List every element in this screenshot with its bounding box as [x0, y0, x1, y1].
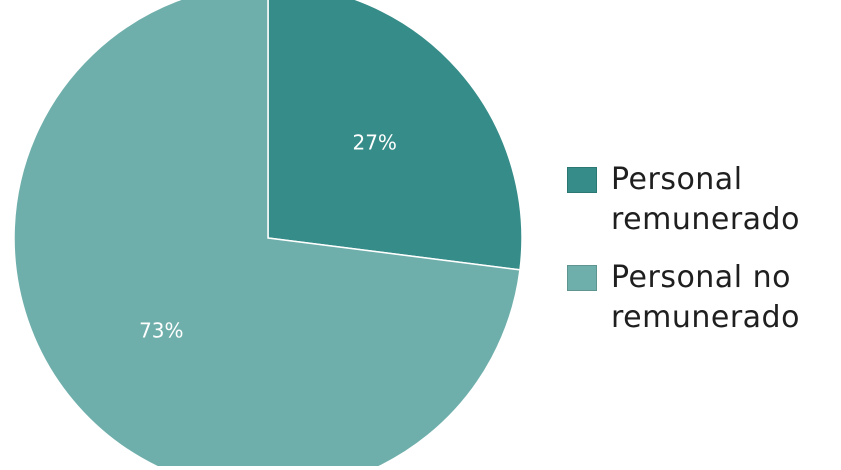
slice-label-1: 73%	[139, 319, 183, 343]
pie-slice-0	[267, 0, 523, 271]
legend-item-remunerado: Personal remunerado	[567, 160, 837, 240]
legend-item-no-remunerado: Personal no remunerado	[567, 258, 837, 338]
pie-slice-1	[13, 0, 521, 470]
legend-label-no-remunerado-line2: remunerado	[611, 300, 800, 335]
legend-label-remunerado-line2: remunerado	[611, 202, 800, 237]
slice-label-0: 27%	[352, 130, 396, 154]
legend-label-no-remunerado-line1: Personal no	[611, 260, 791, 295]
legend-swatch-no-remunerado	[567, 265, 597, 291]
chart-legend: Personal remunerado Personal no remunera…	[567, 160, 837, 356]
legend-swatch-remunerado	[567, 167, 597, 193]
legend-label-remunerado-line1: Personal	[611, 162, 743, 197]
